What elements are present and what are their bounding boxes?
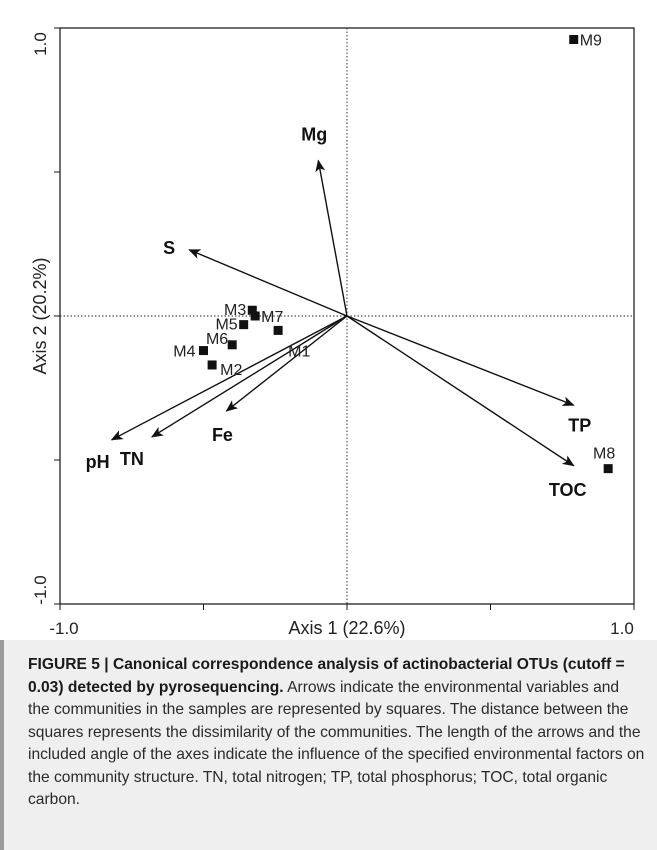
sample-label-m1: M1	[288, 343, 310, 360]
vector-label-toc: TOC	[549, 480, 587, 500]
sample-marker-m5	[239, 320, 249, 330]
sample-marker-m9	[569, 35, 579, 45]
vector-arrow-ph	[110, 315, 348, 441]
sample-label-m8: M8	[593, 446, 615, 463]
vector-arrow-tp	[346, 315, 575, 406]
sample-marker-m4	[199, 346, 208, 356]
vector-label-s: S	[163, 238, 175, 258]
sample-label-m9: M9	[580, 33, 602, 50]
vector-label-mg: Mg	[301, 124, 327, 144]
sample-marker-m2	[207, 360, 217, 370]
y-tick-label: 1.0	[31, 32, 50, 56]
figure-caption: FIGURE 5 | Canonical correspondence anal…	[0, 640, 657, 850]
sample-label-m5: M5	[215, 317, 237, 334]
cca-biplot: -1.0 1.0 1.0 -1.0 Axis 1 (22.6%) Axis 2 (20.2…	[30, 27, 635, 638]
sample-marker-m1	[273, 325, 283, 335]
sample-label-m4: M4	[173, 344, 195, 361]
x-tick-label: -1.0	[49, 619, 78, 638]
sample-marker-m3	[247, 305, 257, 315]
caption-text: Arrows indicate the environmental variab…	[28, 678, 645, 809]
vector-label-fe: Fe	[212, 425, 233, 445]
y-axis-title: Axis 2 (20.2%)	[30, 257, 50, 374]
sample-label-m6: M6	[206, 331, 228, 348]
y-tick-label: -1.0	[31, 575, 50, 604]
sample-label-m3: M3	[224, 302, 246, 319]
vector-arrow-tn	[150, 315, 348, 438]
vector-label-tn: TN	[120, 449, 144, 469]
vector-arrow-s	[188, 249, 348, 317]
caption-label: FIGURE 5 | Canonical correspondence anal…	[28, 656, 625, 696]
vector-arrow-fe	[225, 315, 348, 412]
sample-label-m2: M2	[220, 362, 242, 379]
x-tick-label: 1.0	[610, 619, 634, 638]
sample-label-m7: M7	[261, 309, 283, 326]
sample-marker-m6	[227, 340, 237, 350]
vector-arrow-toc	[346, 315, 575, 467]
sample-marker-m8	[603, 464, 613, 474]
vector-arrow-mg	[315, 159, 348, 317]
vector-label-ph: pH	[86, 452, 110, 472]
vector-label-tp: TP	[568, 415, 591, 435]
x-axis-title: Axis 1 (22.6%)	[288, 618, 405, 638]
sample-marker-m7	[250, 311, 260, 321]
